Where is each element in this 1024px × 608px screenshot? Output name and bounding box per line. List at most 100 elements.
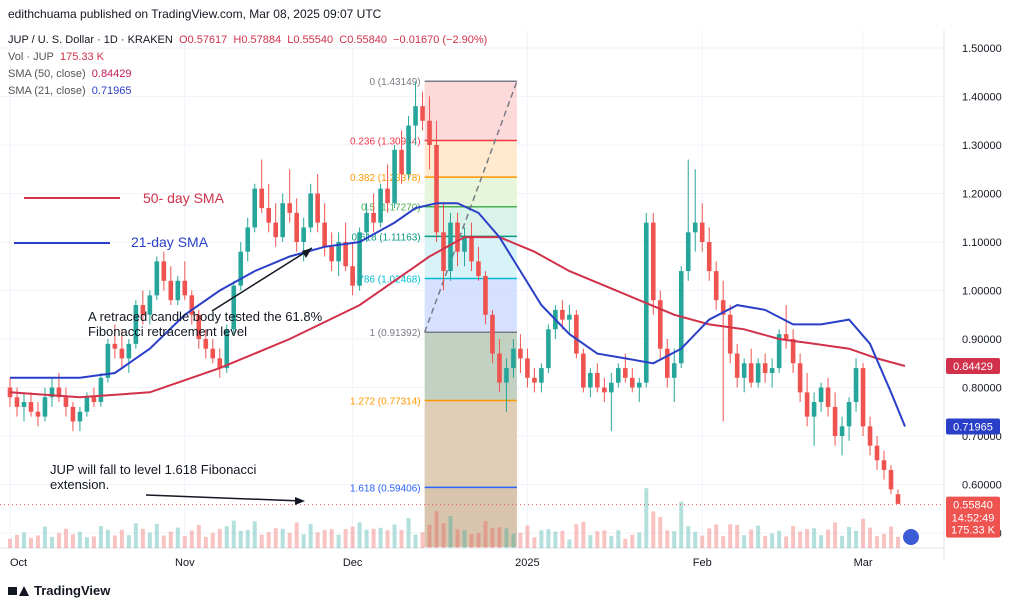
candle-body: [210, 348, 216, 359]
candle-body: [629, 377, 635, 388]
volume-bar: [315, 532, 320, 548]
volume-bar: [644, 488, 649, 548]
volume-bar: [245, 530, 250, 548]
candle-body: [133, 305, 139, 344]
candle-body: [98, 377, 104, 403]
volume-bars: [8, 488, 900, 548]
volume-bar: [651, 511, 656, 548]
volume-bar: [672, 531, 677, 548]
volume-bar: [518, 532, 523, 548]
candle-body: [21, 402, 27, 407]
volume-bar: [28, 537, 33, 548]
us-flag-icon: [903, 529, 919, 545]
candle-body: [196, 314, 202, 339]
volume-bar: [756, 525, 761, 548]
volume-bar: [350, 526, 355, 548]
candle-body: [140, 305, 146, 315]
volume-bar: [791, 526, 796, 548]
open-value: O0.57617: [178, 34, 228, 46]
candle-body: [182, 280, 188, 296]
arrowhead-icon: [295, 497, 305, 505]
volume-row: Vol · JUP 175.33 K: [8, 49, 487, 66]
candle-body: [77, 411, 83, 422]
fib-level-label: 1.272 (0.77314): [350, 397, 421, 408]
volume-bar: [616, 530, 621, 548]
volume-bar: [217, 528, 222, 548]
candle-body: [245, 227, 251, 252]
candle-body: [511, 348, 516, 369]
volume-bar: [882, 533, 887, 548]
candle-body: [664, 348, 670, 378]
candle-body: [490, 314, 495, 354]
volume-bar: [812, 528, 817, 548]
candle-body: [84, 397, 90, 412]
fib-zone: [424, 206, 517, 237]
volume-bar: [658, 517, 663, 548]
candle-body: [685, 232, 691, 272]
candle-body: [413, 106, 418, 126]
volume-bar: [84, 537, 89, 548]
candle-body: [441, 232, 446, 272]
sma21-line: [10, 202, 906, 427]
candle-body: [671, 363, 677, 378]
price-label-tag: 14:52:49: [946, 509, 1000, 526]
sma50-row: SMA (50, close) 0.84429: [8, 66, 487, 83]
volume-bar: [126, 535, 131, 548]
volume-bar: [56, 532, 61, 548]
candle-body: [727, 314, 733, 354]
annotations: 50- day SMA 21-day SMA A retraced candle b…: [14, 190, 919, 545]
volume-bar: [504, 528, 509, 548]
volume-bar: [175, 527, 180, 548]
volume-bar: [14, 534, 19, 548]
volume-bar: [686, 526, 691, 548]
price-label-tag: 0.55840: [946, 496, 1000, 513]
candle-body: [91, 397, 97, 403]
candle-body: [175, 280, 181, 301]
volume-bar: [553, 531, 558, 548]
y-tick-label: 1.10000: [962, 237, 1002, 249]
volume-bar: [343, 529, 348, 548]
sma50-value: 0.84429: [91, 68, 132, 80]
candle-body: [602, 387, 607, 393]
price-axis: 1.50000 1.40000 1.30000 1.20000 1.10000 1.000…: [946, 43, 1002, 540]
candle-body: [343, 242, 348, 267]
tradingview-logo[interactable]: TradingView: [8, 583, 110, 598]
fibonacci-tool: 0 (1.43149) 0.236 (1.30934) 0.382 (1.23378…: [350, 77, 518, 547]
volume-bar: [189, 530, 194, 548]
candle-body: [28, 402, 34, 412]
y-tick-label: 1.00000: [962, 286, 1002, 298]
candle-body: [350, 266, 355, 286]
volume-bar: [847, 527, 852, 548]
volume-bar: [623, 538, 628, 548]
candle-body: [616, 368, 621, 383]
candle-body: [476, 261, 481, 276]
volume-bar: [364, 529, 369, 548]
volume-bar: [203, 536, 208, 548]
candle-body: [287, 203, 292, 213]
candle-body: [609, 382, 614, 393]
fib-zone: [424, 177, 517, 207]
candle-body: [63, 397, 69, 407]
candle-body: [867, 426, 873, 446]
volume-bar: [357, 522, 362, 548]
candle-body: [504, 368, 509, 383]
candle-body: [217, 358, 223, 369]
sma21-label: SMA (21, close): [8, 85, 86, 97]
volume-bar: [301, 534, 306, 548]
volume-bar: [469, 534, 474, 548]
fib-level-label: 0.618 (1.11163): [351, 232, 420, 243]
candle-body: [119, 348, 125, 359]
volume-bar: [35, 535, 40, 548]
fib-zone: [424, 140, 517, 178]
candle-body: [874, 445, 880, 461]
price-label-bg: [946, 521, 1000, 538]
volume-bar: [21, 532, 26, 548]
candle-body: [518, 348, 523, 359]
candle-body: [755, 363, 761, 383]
price-label-text: 0.84429: [953, 361, 993, 373]
candle-body: [434, 145, 439, 233]
candle-body: [825, 387, 831, 407]
volume-bar: [875, 536, 880, 548]
candle-body: [189, 295, 195, 315]
